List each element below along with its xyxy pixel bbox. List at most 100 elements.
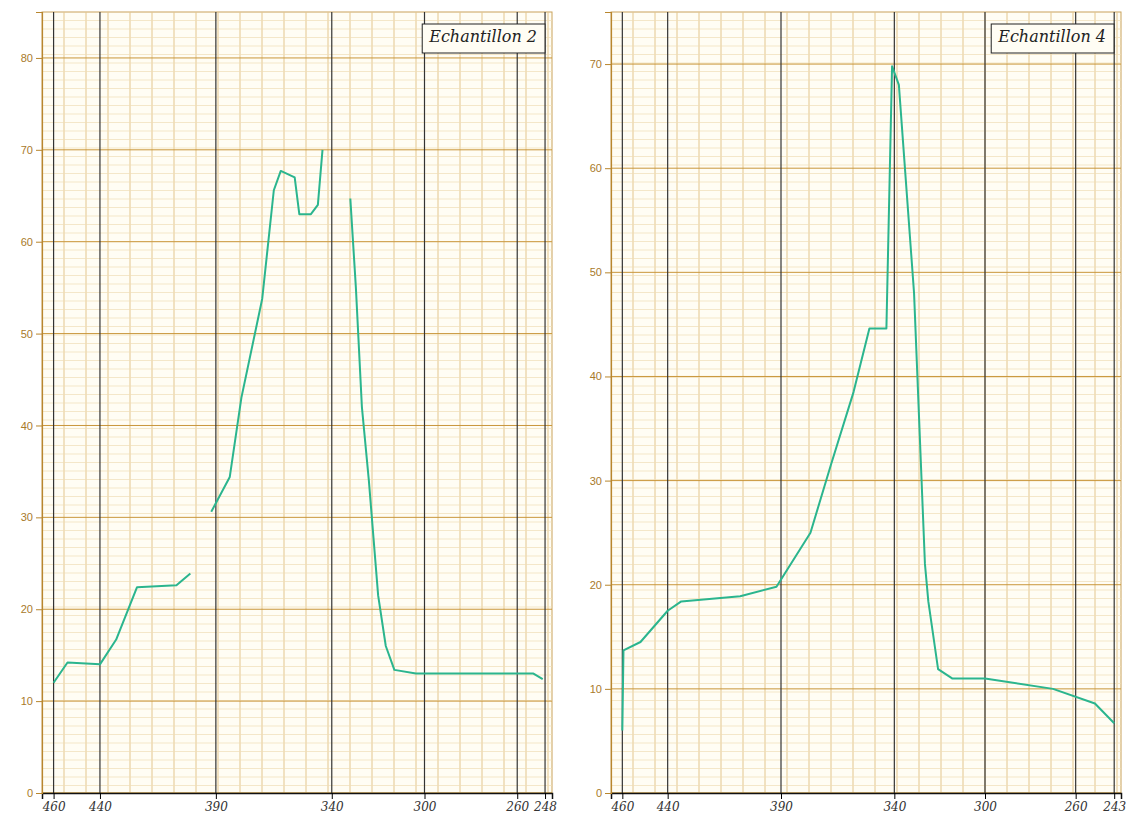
paper-line [611, 88, 1121, 89]
tick-mark [216, 793, 217, 799]
tick: 30 [21, 511, 42, 523]
grid-line [424, 12, 425, 793]
tick-label: 60 [21, 236, 33, 248]
paper-line [611, 386, 1121, 387]
paper-line [611, 284, 1121, 285]
axis-line [36, 13, 43, 794]
tick: 70 [590, 58, 611, 70]
paper-line [482, 12, 483, 793]
panel: 460440390340300260243010203040506070Echa… [590, 12, 1127, 814]
paper-line [1007, 12, 1008, 793]
paper-line [611, 445, 1121, 446]
tick: 50 [590, 266, 611, 278]
paper-line [611, 105, 1121, 106]
tick: 40 [590, 370, 611, 382]
paper-line [42, 581, 552, 582]
grid-line [42, 517, 552, 518]
paper-line [611, 462, 1121, 463]
tick: 60 [21, 236, 42, 248]
tick-label: 80 [21, 52, 33, 64]
paper-line [372, 12, 373, 793]
paper-line [438, 12, 439, 793]
tick-mark [36, 58, 42, 59]
paper-line [42, 335, 552, 336]
paper-line [42, 683, 552, 684]
paper-line [611, 241, 1121, 242]
grid-line [42, 425, 552, 426]
paper-line [611, 114, 1121, 115]
paper-line [42, 411, 552, 412]
paper-line [611, 717, 1121, 718]
paper-line [42, 471, 552, 472]
paper-line [611, 581, 1121, 582]
grid-line [42, 149, 552, 150]
tick-mark [605, 168, 611, 169]
tick-mark [425, 793, 426, 799]
paper-line [42, 462, 552, 463]
axis-line [605, 13, 612, 794]
paper-line [42, 352, 552, 353]
paper-line [42, 20, 552, 21]
paper-line [611, 743, 1121, 744]
grid-line [1114, 12, 1115, 793]
paper-line [611, 632, 1121, 633]
paper-line [611, 700, 1121, 701]
paper-line [42, 233, 552, 234]
paper-line [611, 207, 1121, 208]
paper-line [611, 530, 1121, 531]
paper-line [152, 12, 153, 793]
tick: 390 [770, 793, 793, 814]
paper-line [611, 131, 1121, 132]
tick-label: 0 [596, 787, 602, 799]
paper-line [42, 751, 552, 752]
tick: 460 [610, 793, 634, 814]
paper-line [42, 717, 552, 718]
tick-mark [1114, 793, 1115, 799]
tick-label: 50 [21, 328, 33, 340]
paper-line [42, 301, 552, 302]
paper-line [611, 190, 1121, 191]
tick-mark [36, 517, 42, 518]
paper-lines [611, 12, 1121, 793]
paper-line [611, 615, 1121, 616]
paper-line [611, 658, 1121, 659]
paper-line [42, 284, 552, 285]
paper-line [42, 692, 552, 693]
data-line [54, 150, 543, 683]
paper-line [42, 454, 552, 455]
paper-line [42, 343, 552, 344]
paper-line [611, 709, 1121, 710]
paper-lines [42, 12, 552, 793]
paper-line [108, 12, 109, 793]
paper-line [42, 777, 552, 778]
tick-mark [605, 272, 611, 273]
tick-label: 260 [1064, 800, 1088, 814]
paper-line [611, 199, 1121, 200]
paper-line [42, 530, 552, 531]
paper-line [1029, 12, 1030, 793]
grid-line [984, 12, 985, 793]
paper-line [611, 335, 1121, 336]
paper-line [42, 615, 552, 616]
paper-line [611, 301, 1121, 302]
tick: 340 [321, 793, 344, 814]
tick-label: 50 [590, 266, 602, 278]
tick-label: 40 [590, 370, 602, 382]
paper-line [611, 80, 1121, 81]
x-axis: 460440390340300260248 [42, 793, 558, 814]
paper-line [42, 139, 552, 140]
y-axis: 01020304050607080 [21, 13, 43, 800]
tick-mark [605, 689, 611, 690]
paper-line [611, 309, 1121, 310]
paper-line [42, 479, 552, 480]
tick-mark [545, 793, 546, 799]
grid-line [611, 168, 1121, 169]
paper-line [42, 105, 552, 106]
paper-line [42, 420, 552, 421]
paper-line [42, 182, 552, 183]
tick-label: 20 [21, 603, 33, 615]
paper-line [42, 649, 552, 650]
grid-line [611, 272, 1121, 273]
tick: 60 [590, 162, 611, 174]
paper-line [1073, 12, 1074, 793]
